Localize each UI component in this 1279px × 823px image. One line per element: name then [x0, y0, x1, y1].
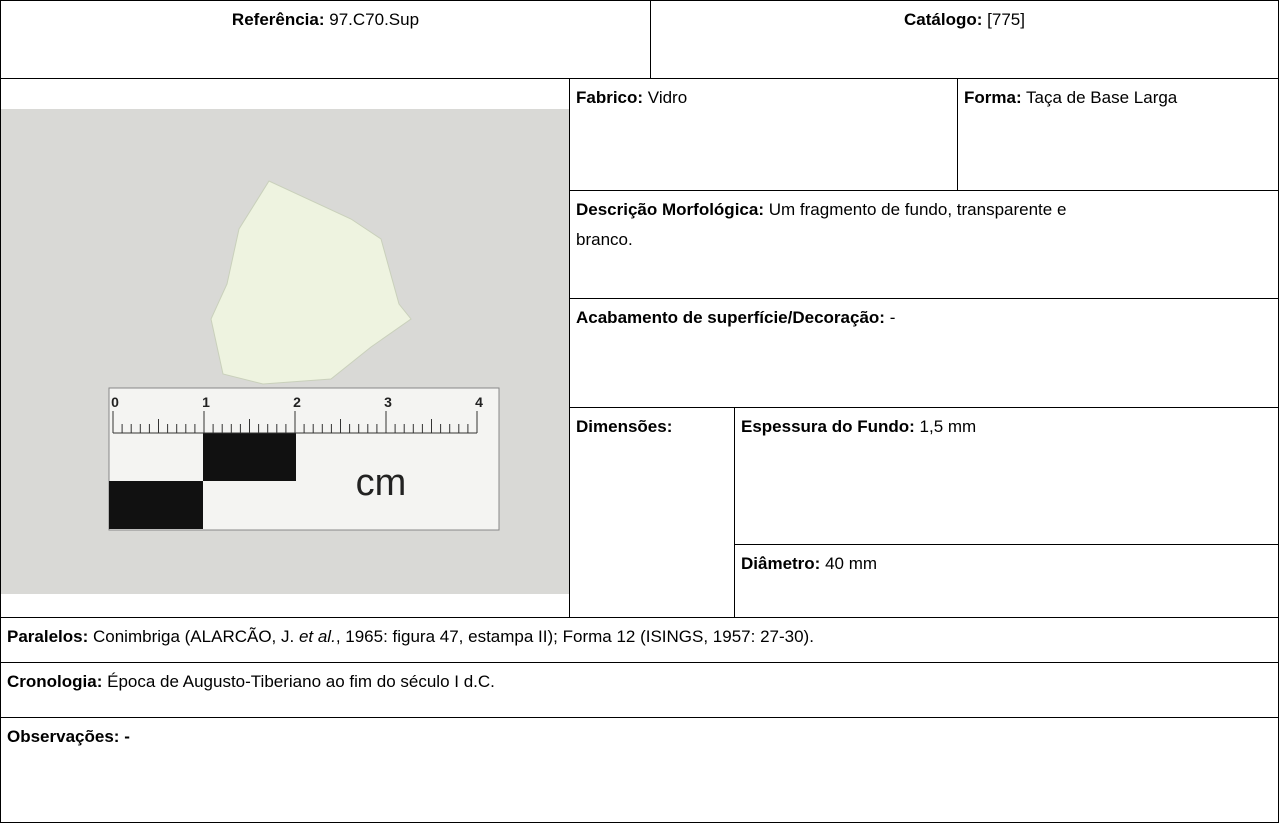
value: Taça de Base Larga — [1026, 88, 1178, 107]
cronologia-cell: Cronologia: Época de Augusto-Tiberiano a… — [0, 662, 1279, 718]
label: Acabamento de superfície/Decoração: — [576, 308, 885, 327]
dimensoes-cell: Dimensões: — [569, 407, 735, 618]
espessura-cell: Espessura do Fundo: 1,5 mm — [734, 407, 1279, 545]
fragment — [210, 180, 412, 385]
value: Um fragmento de fundo, transparente e br… — [576, 200, 1067, 249]
diametro-cell: Diâmetro: 40 mm — [734, 544, 1279, 618]
ruler-label: 1 — [202, 394, 210, 410]
fabrico-cell: Fabrico: Vidro — [569, 78, 958, 191]
ruler-label: 3 — [384, 394, 392, 410]
label: Forma: — [964, 88, 1022, 107]
descricao-cell: Descrição Morfológica: Um fragmento de f… — [569, 190, 1279, 299]
acabamento-cell: Acabamento de superfície/Decoração: - — [569, 298, 1279, 408]
forma-cell: Forma: Taça de Base Larga — [957, 78, 1279, 191]
value: - — [889, 308, 896, 327]
value: 97.C70.Sup — [329, 10, 420, 29]
label: Catálogo: — [904, 10, 983, 29]
label: Observações: — [7, 727, 120, 746]
ruler-labels: 0 1 2 3 4 — [111, 394, 483, 410]
value: 40 mm — [825, 554, 878, 573]
value: Conimbriga (ALARCÃO, J. — [93, 627, 299, 646]
value: - — [124, 727, 130, 746]
ruler-square — [109, 481, 203, 529]
ruler-label: 2 — [293, 394, 301, 410]
label: Espessura do Fundo: — [741, 417, 915, 436]
value: 1,5 mm — [919, 417, 977, 436]
label: Descrição Morfológica: — [576, 200, 764, 219]
value: Vidro — [647, 88, 688, 107]
ruler-label: 4 — [475, 394, 483, 410]
observacoes-cell: Observações: - — [0, 717, 1279, 823]
photo-cell: 0 1 2 3 4 cm — [0, 78, 570, 618]
ruler-label: 0 — [111, 394, 119, 410]
label: Referência: — [231, 10, 325, 29]
label: Dimensões: — [576, 417, 673, 436]
label: Cronologia: — [7, 672, 103, 691]
ruler-square — [203, 433, 296, 481]
photo: 0 1 2 3 4 cm — [1, 109, 569, 594]
label: Fabrico: — [576, 88, 644, 107]
value-italic: et al. — [298, 627, 336, 646]
ruler-unit: cm — [356, 462, 407, 504]
ruler-ticks — [112, 411, 478, 433]
referencia-cell: Referência: 97.C70.Sup — [0, 0, 651, 79]
catalogo-cell: Catálogo: [775] — [650, 0, 1279, 79]
value: Época de Augusto-Tiberiano ao fim do séc… — [107, 672, 495, 691]
label: Diâmetro: — [741, 554, 821, 573]
label: Paralelos: — [7, 627, 89, 646]
value: [775] — [987, 10, 1025, 29]
paralelos-cell: Paralelos: Conimbriga (ALARCÃO, J. et al… — [0, 617, 1279, 663]
value: , 1965: figura 47, estampa II); Forma 12… — [335, 627, 814, 646]
